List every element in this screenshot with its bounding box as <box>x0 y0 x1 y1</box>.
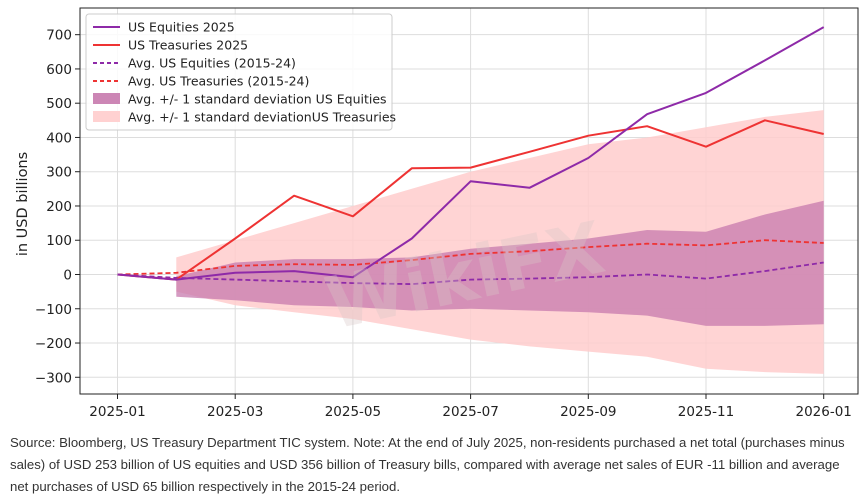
y-tick-label: 500 <box>46 96 72 112</box>
source-note-caption: Source: Bloomberg, US Treasury Departmen… <box>10 435 845 494</box>
avg-treasuries-line <box>117 239 824 276</box>
legend-treasuries-2025-label: US Treasuries 2025 <box>128 38 248 53</box>
legend-equities-band-label: Avg. +/- 1 standard deviation US Equitie… <box>128 92 387 107</box>
y-axis-label: in USD billions <box>15 152 31 256</box>
y-tick-labels: 700 600 500 400 300 200 100 0 −100 −200 −300 <box>35 28 72 387</box>
legend-equities-2025-label: US Equities 2025 <box>128 20 235 35</box>
legend-avg-treasuries-label: Avg. US Treasuries (2015-24) <box>128 74 309 89</box>
y-tick-label: 600 <box>46 62 72 78</box>
series-lines <box>117 26 825 286</box>
x-tick-label: 2025-01 <box>89 404 145 420</box>
legend-equities-band-swatch <box>93 93 120 104</box>
equities-2025-line <box>117 26 825 281</box>
equities-std-band <box>176 200 824 326</box>
x-tick-label: 2025-05 <box>325 404 381 420</box>
x-tick-label: 2026-01 <box>795 404 851 420</box>
treasuries-2025-line <box>117 119 824 281</box>
y-tick-label: −300 <box>35 370 72 386</box>
x-tick-label: 2025-11 <box>678 404 734 420</box>
x-tick-label: 2025-09 <box>560 404 616 420</box>
y-tick-label: 0 <box>63 268 72 284</box>
y-tick-label: 100 <box>46 233 72 249</box>
axes <box>75 7 859 399</box>
y-tick-label: 700 <box>46 28 72 44</box>
line-chart: WikiFX 7006005004003002001000−100−200−30… <box>15 7 859 420</box>
x-tick-label: 2025-07 <box>442 404 498 420</box>
legend: US Equities 2025 US Treasuries 2025 Avg. U… <box>85 13 396 131</box>
legend-treasuries-band-label: Avg. +/- 1 standard deviationUS Treasuri… <box>128 110 396 125</box>
y-tick-label: −100 <box>35 302 72 318</box>
legend-treasuries-band-swatch <box>93 111 120 122</box>
plot-frame <box>79 7 859 395</box>
x-tick-label: 2025-03 <box>207 404 263 420</box>
avg-equities-line <box>117 261 824 286</box>
legend-avg-equities-label: Avg. US Equities (2015-24) <box>128 56 296 71</box>
y-tick-label: −200 <box>35 336 72 352</box>
y-tick-label: 200 <box>46 199 72 215</box>
x-tick-labels: 2025-01 2025-03 2025-05 2025-07 2025-09 2025-… <box>89 404 852 420</box>
legend-box <box>85 13 393 131</box>
y-tick-label: 400 <box>46 130 72 146</box>
std-dev-bands <box>176 110 824 374</box>
y-tick-label: 300 <box>46 165 72 181</box>
